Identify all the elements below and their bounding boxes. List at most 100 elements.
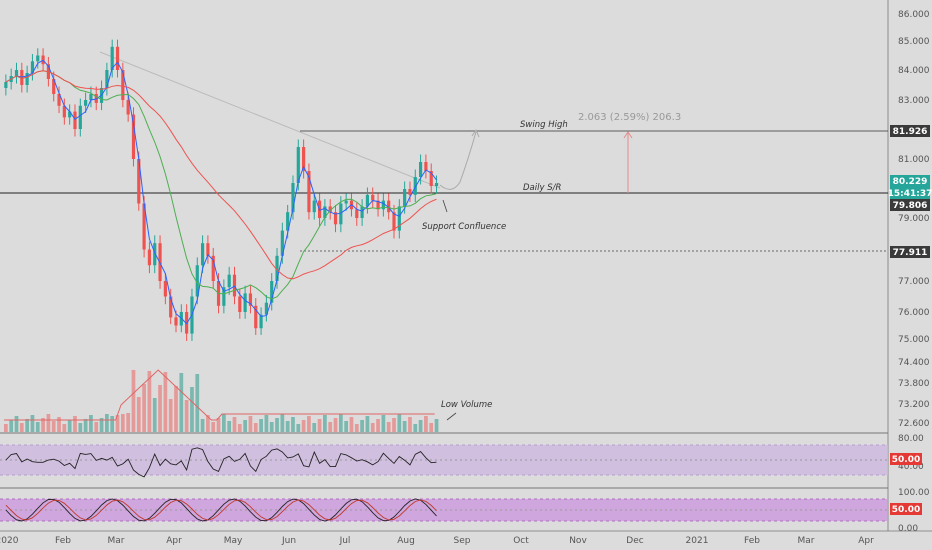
time-tick-label: Oct bbox=[513, 536, 529, 546]
volume-bar bbox=[344, 421, 349, 432]
candle-body bbox=[434, 183, 439, 186]
stoch-band bbox=[0, 499, 888, 521]
volume-bar bbox=[386, 422, 391, 432]
rsi-tag-label: 50.00 bbox=[892, 455, 920, 465]
candle-body bbox=[424, 162, 428, 171]
candle-body bbox=[57, 94, 61, 106]
candle-body bbox=[291, 183, 295, 213]
volume-bar bbox=[338, 414, 343, 432]
volume-bar bbox=[280, 414, 285, 432]
volume-bar bbox=[370, 423, 375, 432]
candle-body bbox=[418, 162, 423, 177]
time-tick-label: Apr bbox=[858, 536, 874, 546]
candle-body bbox=[121, 70, 125, 100]
rsi-tick-label: 40.00 bbox=[898, 462, 924, 472]
volume-bar bbox=[296, 424, 301, 432]
stoch-k-line bbox=[5, 498, 437, 522]
volume-bar bbox=[269, 422, 274, 432]
volume-bar bbox=[126, 413, 131, 432]
stoch-tick-label: 100.00 bbox=[898, 488, 930, 498]
time-tick-label: 2021 bbox=[686, 536, 709, 546]
candle-body bbox=[238, 296, 242, 312]
candle-body bbox=[84, 100, 88, 106]
candle-body bbox=[126, 100, 130, 115]
rsi-band bbox=[0, 445, 888, 475]
volume-bar bbox=[328, 422, 333, 432]
volume-bar bbox=[312, 423, 317, 432]
volume-bar bbox=[57, 417, 61, 432]
volume-bar bbox=[222, 414, 226, 432]
candle-body bbox=[14, 70, 19, 76]
candle-body bbox=[115, 46, 120, 70]
price-tick-label: 83.000 bbox=[898, 96, 930, 106]
volume-bar bbox=[131, 370, 136, 432]
volume-bar bbox=[211, 422, 216, 432]
volume-bar bbox=[147, 371, 152, 432]
volume-bar bbox=[307, 416, 311, 432]
time-tick-label: Jul bbox=[339, 536, 351, 546]
candle-body bbox=[174, 317, 178, 326]
projection-arrow bbox=[471, 128, 480, 138]
volume-bar bbox=[190, 387, 194, 432]
candle-body bbox=[131, 114, 136, 159]
candle-body bbox=[296, 147, 300, 183]
candle-body bbox=[243, 293, 247, 312]
candle-body bbox=[328, 206, 332, 213]
candle-body bbox=[169, 296, 173, 318]
volume-bar bbox=[105, 414, 109, 432]
volume-bar bbox=[99, 418, 104, 432]
price-tag bbox=[890, 199, 930, 211]
candle-body bbox=[222, 287, 226, 306]
volume-bar bbox=[179, 373, 184, 432]
candle-body bbox=[232, 274, 237, 297]
candle-body bbox=[36, 55, 40, 62]
candle-body bbox=[371, 194, 375, 201]
candle-body bbox=[360, 206, 364, 218]
time-tick-label: Feb bbox=[744, 536, 760, 546]
volume-bar bbox=[434, 419, 439, 432]
volume-bar bbox=[67, 420, 72, 432]
volume-bar bbox=[429, 423, 434, 432]
candle-body bbox=[153, 243, 157, 266]
time-tick-label: Dec bbox=[626, 536, 643, 546]
candle-body bbox=[413, 177, 417, 195]
volume-bar bbox=[25, 419, 29, 432]
volume-bar bbox=[9, 420, 14, 432]
candle-body bbox=[68, 111, 72, 118]
volume-bar bbox=[237, 424, 242, 432]
time-tick-label: Mar bbox=[108, 536, 125, 546]
stoch-tag bbox=[890, 503, 922, 515]
volume-bar bbox=[30, 415, 35, 432]
volume-bar bbox=[158, 385, 162, 432]
volume-bar bbox=[365, 416, 370, 432]
stoch-tick-label: 0.00 bbox=[898, 524, 918, 534]
time-tick-label: Apr bbox=[166, 536, 182, 546]
candle-body bbox=[25, 73, 29, 85]
volume-bar bbox=[62, 424, 67, 432]
time-tick-label: Mar bbox=[798, 536, 815, 546]
swing-high-label: Swing High bbox=[520, 120, 568, 130]
volume-bar bbox=[174, 386, 178, 432]
candle-body bbox=[397, 206, 401, 231]
price-tick-label: 79.000 bbox=[898, 214, 930, 224]
candle-body bbox=[195, 265, 199, 297]
low-volume-arrow bbox=[446, 412, 457, 421]
candle-body bbox=[248, 293, 253, 306]
volume-bar bbox=[94, 422, 99, 432]
candle-body bbox=[211, 255, 215, 281]
volume-bar bbox=[360, 420, 364, 432]
candle-body bbox=[163, 281, 167, 297]
candle-body bbox=[307, 171, 311, 213]
price-tick-label: 73.200 bbox=[898, 400, 930, 410]
volume-bar bbox=[89, 415, 93, 432]
candle-body bbox=[387, 200, 391, 213]
candle-body bbox=[89, 94, 93, 100]
volume-bar bbox=[216, 418, 221, 432]
price-tick-label: 76.000 bbox=[898, 308, 930, 318]
volume-bar bbox=[136, 397, 141, 432]
price-tick-label: 75.000 bbox=[898, 335, 930, 345]
stoch-d-line bbox=[5, 499, 437, 521]
candle-body bbox=[259, 314, 263, 329]
volume-bar bbox=[301, 420, 306, 432]
